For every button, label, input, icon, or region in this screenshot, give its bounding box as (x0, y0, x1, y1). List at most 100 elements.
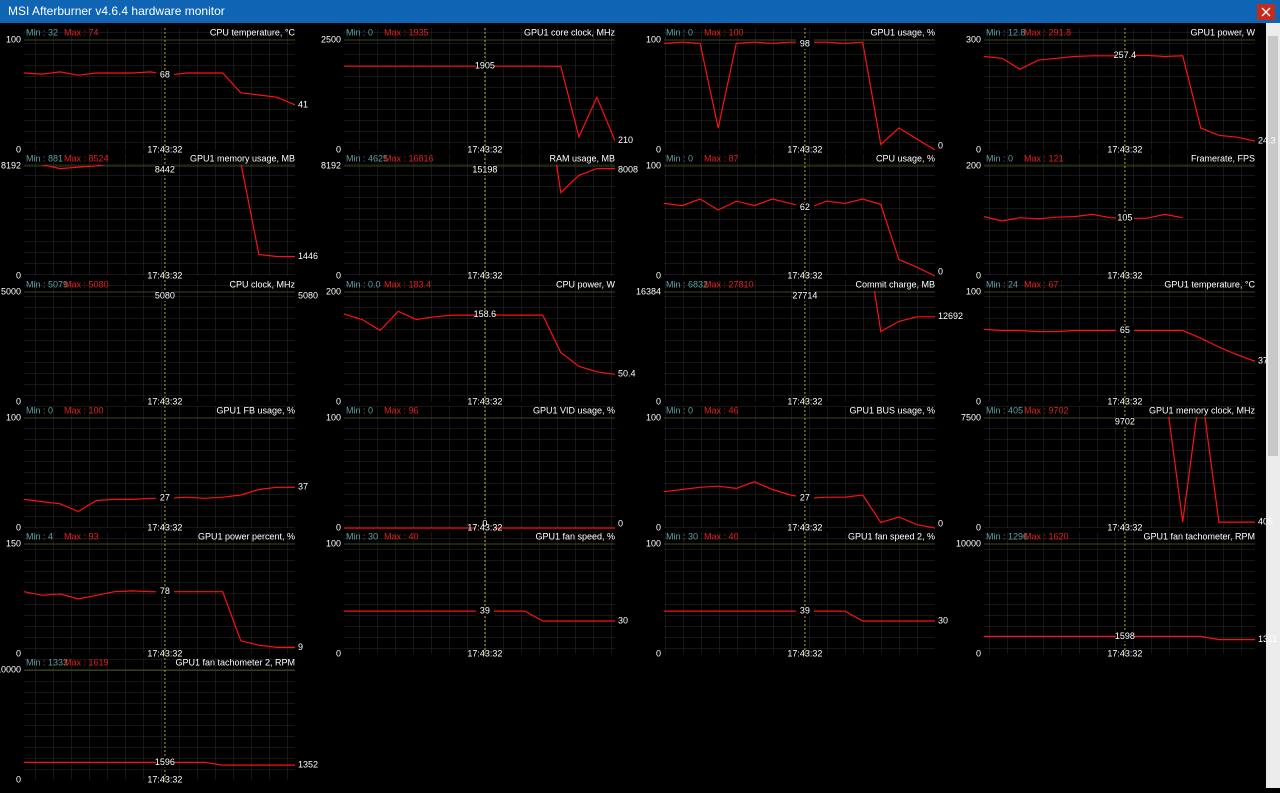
time-label: 17:43:32 (467, 522, 502, 532)
cursor-label-bg (155, 757, 174, 768)
panel-title: CPU clock, MHz (229, 279, 295, 289)
monitor-panel: Min : 0 Max : 96 GPU1 VID usage, %1000 017:… (326, 405, 623, 532)
cursor-value: 62 (800, 202, 810, 212)
cursor-label-bg (155, 493, 174, 504)
panel-title: GPU1 fan tachometer, RPM (1143, 531, 1255, 541)
max-label: Max : 40 (384, 531, 419, 541)
monitor-panel: Min : 881 Max : 8524 GPU1 memory usage, MB… (1, 153, 318, 280)
max-label: Max : 40 (704, 531, 739, 541)
scrollbar-thumb[interactable] (1268, 36, 1278, 456)
graph-grid (664, 406, 935, 528)
y-min-label: 0 (976, 522, 981, 532)
monitor-panel: Min : 30 Max : 40 GPU1 fan speed, % 100 0 39 1… (326, 531, 628, 658)
cursor-label-bg (1115, 325, 1134, 336)
graph-grid (984, 28, 1255, 150)
cursor-value: 8442 (155, 164, 175, 174)
current-value: 9 (298, 642, 303, 652)
min-label: Min : 4625 (346, 153, 388, 163)
min-label: Min : 1296 (986, 531, 1028, 541)
trace (1168, 417, 1255, 523)
min-label: Min : 405 (986, 405, 1023, 415)
time-label: 17:43:32 (467, 396, 502, 406)
min-label: Min : 5079 (26, 279, 68, 289)
cursor-value: 27 (800, 493, 810, 503)
max-label: Max : 9702 (1024, 405, 1069, 415)
cursor-value: 257.4 (1114, 50, 1137, 60)
cursor-label-bg (795, 291, 814, 301)
cursor-value: 68 (160, 70, 170, 80)
trace (984, 213, 1183, 222)
y-max-label: 100 (6, 34, 21, 44)
cursor-label-bg (1115, 213, 1134, 224)
current-value: 1311 (1258, 634, 1277, 644)
time-label: 17:43:32 (1107, 396, 1142, 406)
y-min-label: 0 (976, 270, 981, 280)
trace (873, 291, 935, 333)
max-label: Max : 121 (1024, 153, 1064, 163)
min-label: Min : 0 (666, 27, 693, 37)
cursor-label-bg (475, 309, 494, 320)
trace (41, 165, 295, 258)
min-label: Min : 0 (666, 153, 693, 163)
cursor-label-bg (1115, 417, 1134, 427)
min-label: Min : 30 (346, 531, 378, 541)
cursor-label-bg (475, 61, 494, 72)
panel-title: CPU usage, % (876, 153, 935, 163)
graph-grid (664, 154, 935, 276)
panel-title: GPU1 memory clock, MHz (1149, 405, 1256, 415)
min-label: Min : 0 (26, 405, 53, 415)
max-label: Max : 5080 (64, 279, 109, 289)
cursor-value: 1596 (155, 757, 175, 767)
current-value: 50.4 (618, 369, 636, 379)
monitor-panel: Min : 0 Max : 121 Framerate, FPS 200 0 105 17:… (966, 153, 1255, 280)
y-max-label: 8192 (321, 160, 341, 170)
close-button[interactable] (1257, 4, 1275, 20)
graph-grid (344, 280, 615, 402)
max-label: Max : 27810 (704, 279, 754, 289)
panel-title: GPU1 power, W (1190, 27, 1255, 37)
y-max-label: 100 (6, 412, 21, 422)
min-label: Min : 32 (26, 27, 58, 37)
monitor-panel: Min : 405 Max : 9702 GPU1 memory clock, MH… (961, 405, 1273, 532)
time-label: 17:43:32 (787, 144, 822, 154)
current-value: 1352 (298, 760, 318, 770)
time-label: 17:43:32 (1107, 270, 1142, 280)
max-label: Max : 87 (704, 153, 739, 163)
panel-title: Framerate, FPS (1191, 153, 1255, 163)
cursor-label-bg (1115, 631, 1134, 642)
cursor-label-bg (155, 291, 174, 301)
time-label: 17:43:32 (1107, 648, 1142, 658)
current-value: 5080 (298, 290, 318, 300)
max-label: Max : 96 (384, 405, 419, 415)
y-max-label: 100 (646, 538, 661, 548)
current-value: 37 (298, 482, 308, 492)
max-label: Max : 183.4 (384, 279, 431, 289)
current-value: 0 (938, 140, 943, 150)
y-max-label: 8192 (1, 160, 21, 170)
min-label: Min : 0 (986, 153, 1013, 163)
graph-grid (664, 532, 935, 654)
y-max-label: 100 (646, 412, 661, 422)
time-label: 17:43:32 (147, 648, 182, 658)
time-label: 17:43:32 (467, 648, 502, 658)
y-min-label: 0 (16, 648, 21, 658)
y-min-label: 0 (336, 522, 341, 532)
min-label: Min : 6832 (666, 279, 708, 289)
y-min-label: 0 (656, 396, 661, 406)
monitor-panel: Min : 24 Max : 67 GPU1 temperature, °C 100 0… (966, 279, 1268, 406)
y-max-label: 5000 (1, 286, 21, 296)
y-min-label: 0 (16, 522, 21, 532)
max-label: Max : 93 (64, 531, 99, 541)
cursor-value: 27714 (792, 290, 817, 300)
y-max-label: 10000 (956, 538, 981, 548)
current-value: 0 (938, 266, 943, 276)
y-min-label: 0 (336, 270, 341, 280)
current-value: 24.3 (1258, 135, 1276, 145)
time-label: 17:43:32 (147, 270, 182, 280)
max-label: Max : 16816 (384, 153, 434, 163)
title-bar (0, 0, 1280, 23)
time-label: 17:43:32 (147, 396, 182, 406)
